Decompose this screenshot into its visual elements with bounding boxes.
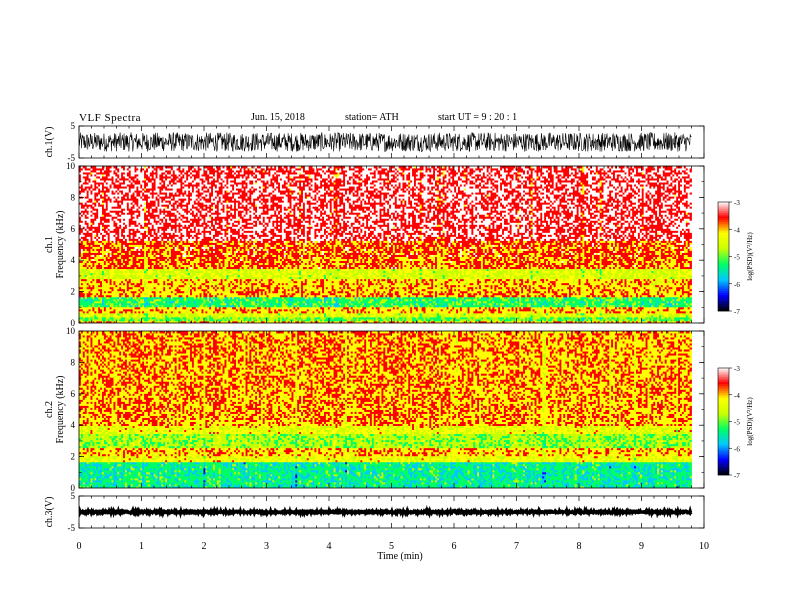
waveform-trace [79,132,692,151]
y-tick-label: 5 [71,121,76,131]
panel-ch1-waveform [79,132,692,151]
y-axis-label: ch.1(V) [44,127,55,158]
panel-ch1-spectrogram [79,166,692,323]
